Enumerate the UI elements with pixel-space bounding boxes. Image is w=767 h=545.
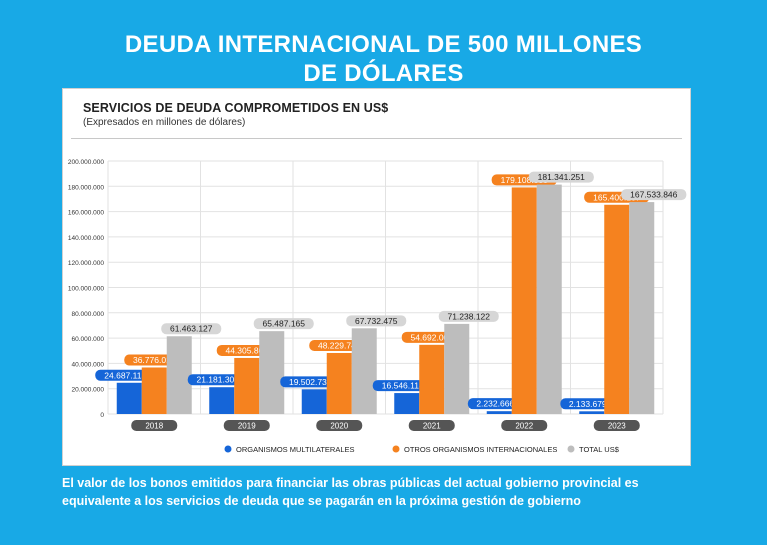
x-tick-label: 2019	[238, 422, 256, 431]
y-tick-label: 160.000.000	[68, 210, 105, 217]
bar-total	[536, 184, 562, 414]
data-label: 67.732.475	[355, 316, 398, 326]
data-label: 19.502.732	[289, 377, 332, 387]
data-label: 65.487.165	[262, 319, 305, 329]
data-label: 167.533.846	[630, 190, 678, 200]
legend-marker	[567, 445, 575, 453]
y-tick-label: 80.000.000	[71, 311, 104, 318]
y-tick-label: 40.000.000	[71, 361, 104, 368]
headline-line-2: DE DÓLARES	[303, 60, 464, 87]
x-tick-label: 2023	[608, 422, 626, 431]
data-label-bg	[528, 171, 594, 183]
data-label: 21.181.303	[196, 375, 239, 385]
footer-text: El valor de los bonos emitidos para fina…	[62, 474, 702, 510]
data-label: 24.687.113	[104, 370, 146, 380]
data-label: 71.238.122	[447, 311, 490, 321]
y-tick-label: 140.000.000	[68, 235, 105, 242]
legend-marker	[392, 445, 400, 453]
x-tick-label: 2020	[330, 422, 348, 431]
data-label: 181.341.251	[538, 172, 586, 182]
footer-line-2: equivalente a los servicios de deuda que…	[62, 494, 581, 508]
data-label: 165.400.167	[593, 192, 641, 202]
chart-panel: SERVICIOS DE DEUDA COMPROMETIDOS EN US$ …	[62, 88, 691, 466]
bar-total	[629, 202, 655, 414]
chart-subtitle: (Expresados en millones de dólares)	[83, 117, 246, 128]
bar-multilaterales	[579, 411, 605, 414]
data-label: 61.463.127	[170, 324, 213, 334]
legend-label: ORGANISMOS MULTILATERALES	[236, 445, 355, 454]
data-label-bg	[253, 318, 314, 330]
x-tick-label: 2021	[423, 422, 441, 431]
bar-otros	[326, 352, 352, 414]
bar-multilaterales	[209, 387, 235, 414]
bar-otros	[604, 204, 630, 414]
data-label-bg	[372, 380, 433, 392]
headline-line-1: DEUDA INTERNACIONAL DE 500 MILLONES	[124, 31, 643, 58]
y-tick-label: 0	[100, 412, 104, 419]
headline: DEUDA INTERNACIONAL DE 500 MILLONES DE D…	[0, 30, 767, 88]
y-tick-label: 200.000.000	[68, 159, 105, 166]
bar-multilaterales	[486, 411, 512, 414]
category-pill	[223, 420, 270, 431]
data-label-bg	[161, 323, 222, 335]
bar-total	[351, 328, 377, 414]
category-pill	[593, 420, 640, 431]
legend-label: OTROS ORGANISMOS INTERNACIONALES	[404, 445, 557, 454]
y-tick-label: 60.000.000	[71, 336, 104, 343]
bar-otros	[234, 357, 260, 414]
data-label-bg	[560, 398, 616, 410]
data-label: 16.546.118	[382, 381, 424, 391]
category-pill	[408, 420, 455, 431]
data-label: 54.692.004	[410, 332, 453, 342]
data-label-bg	[95, 369, 156, 381]
data-label: 36.776.013	[133, 355, 176, 365]
data-label-bg	[187, 374, 248, 386]
data-label-bg	[346, 315, 407, 327]
x-tick-label: 2018	[145, 422, 163, 431]
data-label-bg	[467, 398, 523, 410]
y-tick-label: 20.000.000	[71, 387, 104, 394]
data-label: 44.305.862	[225, 345, 268, 355]
bar-otros	[141, 367, 167, 414]
data-label: 48.229.743	[318, 340, 361, 350]
footer-line-1: El valor de los bonos emitidos para fina…	[62, 476, 639, 490]
category-pill	[501, 420, 548, 431]
bar-total	[444, 323, 470, 414]
chart-title: SERVICIOS DE DEUDA COMPROMETIDOS EN US$	[83, 101, 389, 115]
title-separator	[71, 138, 682, 139]
bar-total	[259, 331, 285, 414]
legend-label: TOTAL US$	[579, 445, 620, 454]
data-label-bg	[621, 189, 687, 201]
data-label: 179.108.585	[501, 175, 549, 185]
legend-marker	[224, 445, 232, 453]
y-tick-label: 100.000.000	[68, 286, 105, 293]
bar-otros	[419, 344, 445, 414]
category-pill	[316, 420, 363, 431]
data-label: 2.133.679	[569, 399, 607, 409]
y-tick-label: 120.000.000	[68, 260, 105, 267]
bar-multilaterales	[301, 389, 327, 414]
data-label: 2.232.666	[476, 399, 514, 409]
bar-chart: 0 20.000.000 40.000.000 60.000.000 80.000.00…	[68, 159, 687, 454]
data-label-bg	[438, 310, 499, 322]
y-tick-label: 180.000.000	[68, 184, 105, 191]
bar-total	[166, 336, 192, 414]
bar-multilaterales	[116, 382, 142, 414]
x-tick-label: 2022	[515, 422, 533, 431]
bar-otros	[511, 187, 537, 414]
category-pill	[131, 420, 178, 431]
bar-multilaterales	[394, 393, 420, 414]
data-label-bg	[280, 376, 341, 388]
